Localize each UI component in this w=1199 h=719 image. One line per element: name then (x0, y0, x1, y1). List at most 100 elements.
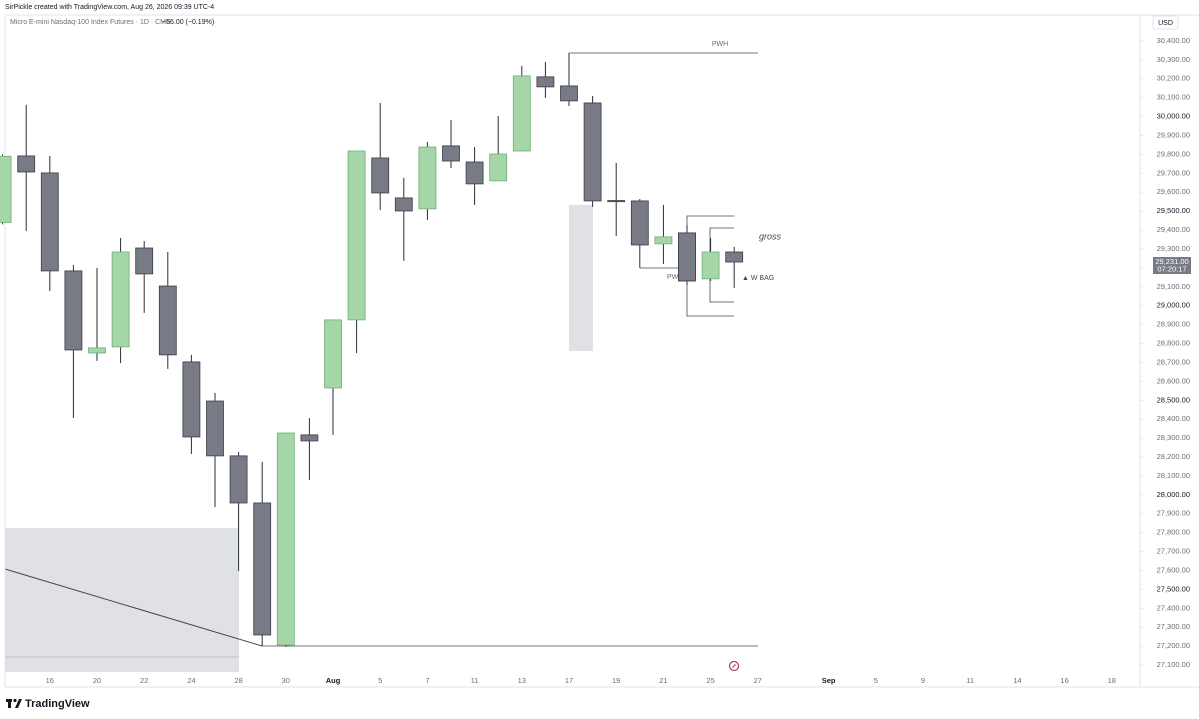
y-tick-label: 27,400.00 (1157, 603, 1190, 612)
y-tick-label: 30,100.00 (1157, 93, 1190, 102)
x-tick-label: 14 (1013, 676, 1021, 685)
currency[interactable]: USD (1158, 20, 1173, 27)
y-tick-label: 27,600.00 (1157, 565, 1190, 574)
x-tick-label: 17 (565, 676, 573, 685)
y-tick-label: 27,100.00 (1157, 660, 1190, 669)
y-tick-label: 29,800.00 (1157, 149, 1190, 158)
candle-body (229, 455, 248, 504)
y-tick-label: 28,800.00 (1157, 339, 1190, 348)
candle-body (536, 76, 555, 88)
x-tick-label: 28 (234, 676, 242, 685)
candle-body (630, 200, 649, 246)
y-tick-label: 29,700.00 (1157, 168, 1190, 177)
shaded-zone (569, 205, 593, 351)
shaded-zone (5, 528, 239, 672)
y-tick-label: 29,000.00 (1157, 301, 1190, 310)
y-tick-label: 28,700.00 (1157, 357, 1190, 366)
candle-body (560, 85, 578, 102)
attribution: SirPickle created with TradingView.com, … (5, 4, 214, 11)
annotation: gross (759, 231, 782, 241)
y-tick-label: 30,000.00 (1157, 112, 1190, 121)
y-tick-label: 28,900.00 (1157, 320, 1190, 329)
candle-body (442, 145, 460, 162)
candle-body (512, 75, 531, 152)
last-price-label: 29,231.00 (1155, 257, 1188, 266)
y-tick-label: 28,000.00 (1157, 490, 1190, 499)
candle-body (0, 155, 12, 223)
candle-body (206, 400, 224, 457)
y-tick-label: 30,300.00 (1157, 55, 1190, 64)
x-tick-label: 7 (425, 676, 429, 685)
y-tick-label: 28,500.00 (1157, 395, 1190, 404)
y-tick-label: 30,400.00 (1157, 36, 1190, 45)
y-tick-label: 27,700.00 (1157, 547, 1190, 556)
currency-box[interactable] (1152, 15, 1179, 30)
candle-body (182, 361, 201, 438)
x-tick-label: 16 (1060, 676, 1068, 685)
annotation: ▲ W BAG (742, 275, 774, 282)
candle-body (158, 285, 177, 356)
candle-body (583, 102, 602, 202)
x-tick-label: 5 (378, 676, 382, 685)
y-tick-label: 29,500.00 (1157, 206, 1190, 215)
price-change: −56.00 (−0.19%) (162, 19, 214, 26)
x-tick-label: 20 (93, 676, 101, 685)
candle-body (64, 270, 83, 351)
x-tick-label: 30 (282, 676, 290, 685)
x-tick-label: 5 (874, 676, 878, 685)
y-tick-label: 28,100.00 (1157, 471, 1190, 480)
x-tick-label: 11 (966, 676, 974, 685)
x-tick-label: 11 (471, 676, 479, 685)
y-tick-label: 27,200.00 (1157, 641, 1190, 650)
candle-body (300, 434, 319, 442)
y-tick-label: 29,300.00 (1157, 244, 1190, 253)
x-tick-label: 19 (612, 676, 620, 685)
chart-title: Micro E-mini Nasdaq-100 Index Futures · … (10, 19, 171, 26)
alert-icon[interactable] (728, 660, 740, 672)
y-tick-label: 27,900.00 (1157, 509, 1190, 518)
x-tick-label: 16 (46, 676, 54, 685)
candle-body (135, 247, 154, 275)
y-tick-label: 27,800.00 (1157, 528, 1190, 537)
x-tick-label: 27 (754, 676, 762, 685)
candle-body (371, 157, 390, 194)
x-tick-label: Aug (326, 676, 341, 685)
candle-body (17, 155, 36, 173)
candle-body (276, 432, 295, 646)
y-tick-label: 28,300.00 (1157, 433, 1190, 442)
y-tick-label: 28,600.00 (1157, 376, 1190, 385)
annotation: PWL (667, 274, 682, 281)
countdown: 07:20:17 (1157, 264, 1186, 273)
candle-body (394, 197, 413, 212)
candle-body (347, 150, 366, 321)
annotation: PWH (712, 41, 728, 48)
y-tick-label: 27,300.00 (1157, 622, 1190, 631)
trend-line (4, 568, 263, 647)
alert-icon-mark (732, 664, 736, 668)
last-price-tag (1153, 257, 1191, 275)
candle-body (253, 502, 272, 636)
y-tick-label: 29,600.00 (1157, 187, 1190, 196)
candle-body-overlay (678, 232, 696, 282)
brand-logo (6, 698, 22, 708)
candle-body (418, 146, 437, 210)
x-tick-label: 18 (1108, 676, 1116, 685)
candle-body (725, 251, 744, 263)
x-tick-label: Sep (822, 676, 836, 685)
y-tick-label: 29,100.00 (1157, 282, 1190, 291)
candle-body (324, 319, 342, 389)
y-tick-label: 29,900.00 (1157, 130, 1190, 139)
candle-body (489, 153, 508, 182)
x-tick-label: 25 (706, 676, 714, 685)
candle-body (701, 251, 720, 280)
candle-body (88, 347, 106, 354)
y-tick-label: 28,200.00 (1157, 452, 1190, 461)
y-tick-label: 28,400.00 (1157, 414, 1190, 423)
brand: TradingView (25, 698, 90, 710)
x-tick-label: 9 (921, 676, 925, 685)
x-tick-label: 13 (518, 676, 526, 685)
y-tick-label: 27,500.00 (1157, 584, 1190, 593)
candle-body (465, 161, 484, 185)
x-tick-label: 24 (187, 676, 195, 685)
